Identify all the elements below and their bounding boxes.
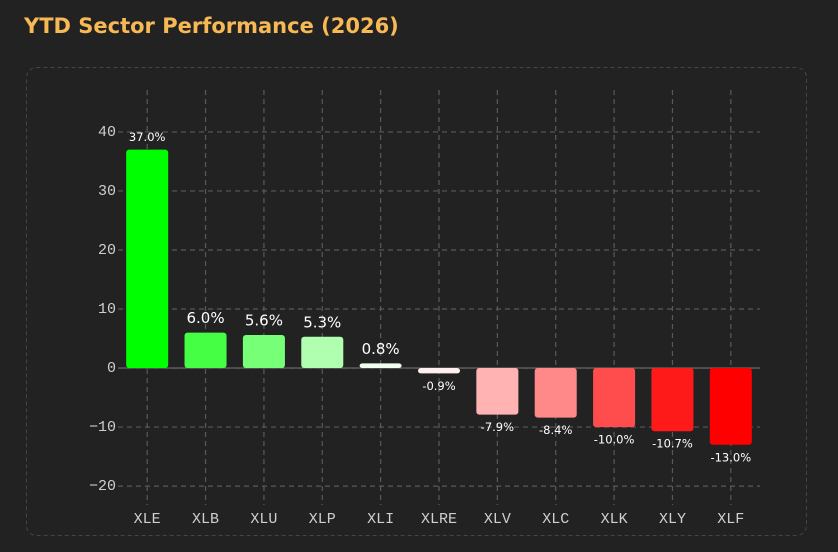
- value-label: 5.3%: [303, 313, 341, 331]
- value-label: -13.0%: [710, 450, 751, 464]
- bar: [651, 368, 694, 432]
- bar: [301, 336, 344, 369]
- bar: [184, 332, 227, 369]
- x-tick-label: XLU: [250, 511, 277, 528]
- x-tick-label: XLC: [542, 511, 569, 528]
- value-label: -10.0%: [594, 433, 635, 447]
- bar: [359, 363, 402, 369]
- value-label: -10.7%: [652, 437, 693, 451]
- x-tick-label: XLV: [484, 511, 511, 528]
- bar: [534, 368, 577, 418]
- panel: [26, 67, 807, 536]
- x-tick-label: XLI: [367, 511, 394, 528]
- value-label: -0.9%: [422, 379, 455, 393]
- y-tick-label: 10: [98, 301, 116, 318]
- bar: [242, 334, 285, 369]
- bar: [126, 149, 169, 369]
- x-tick-label: XLB: [192, 511, 219, 528]
- y-tick-label: 20: [98, 242, 116, 259]
- chart-title: YTD Sector Performance (2026): [23, 14, 399, 38]
- x-tick-label: XLP: [309, 511, 336, 528]
- bar: [709, 368, 752, 445]
- y-tick-label: 0: [107, 360, 116, 377]
- x-tick-label: XLE: [134, 511, 161, 528]
- value-label: -8.4%: [539, 423, 572, 437]
- value-label: 5.6%: [245, 311, 283, 329]
- bar: [476, 368, 519, 415]
- bar: [593, 368, 636, 428]
- x-tick-label: XLK: [601, 511, 628, 528]
- value-label: 6.0%: [186, 309, 224, 327]
- y-tick-label: −10: [89, 419, 116, 436]
- x-tick-label: XLY: [659, 511, 686, 528]
- x-tick-label: XLF: [717, 511, 744, 528]
- value-label: -7.9%: [481, 420, 514, 434]
- value-label: 0.8%: [362, 340, 400, 358]
- x-tick-label: XLRE: [421, 511, 457, 528]
- value-label: 37.0%: [129, 130, 166, 144]
- y-tick-label: 30: [98, 183, 116, 200]
- y-tick-label: −20: [89, 478, 116, 495]
- bar: [417, 368, 461, 374]
- y-tick-label: 40: [98, 124, 116, 141]
